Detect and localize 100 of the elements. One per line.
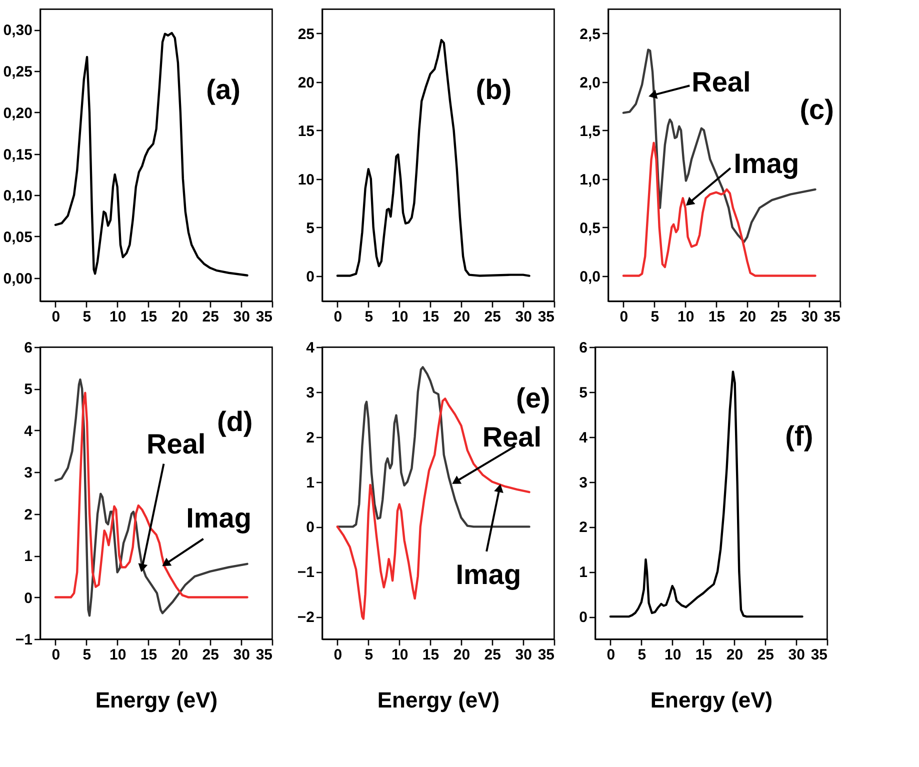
y-tick-label: 4 <box>24 422 34 440</box>
annotation: Real <box>482 422 542 453</box>
y-tick-label: 0,10 <box>3 188 32 205</box>
y-tick-label: 1,5 <box>580 122 600 140</box>
y-tick-label: 0,0 <box>580 268 600 286</box>
x-tick-label: 25 <box>202 646 219 664</box>
y-tick-label: 1 <box>579 564 588 582</box>
y-tick-label: 1 <box>306 474 314 492</box>
x-tick-label: 35 <box>256 308 272 326</box>
x-tick-label: 10 <box>109 308 126 326</box>
y-tick-label: 0,20 <box>3 104 32 122</box>
y-tick-label: 0 <box>24 590 32 607</box>
y-tick-label: 0,30 <box>3 22 32 40</box>
x-tick-label: 10 <box>391 646 408 664</box>
y-tick-label: 10 <box>298 171 314 188</box>
x-tick-label: 15 <box>140 646 158 664</box>
y-tick-label: 3 <box>579 474 588 492</box>
x-tick-label: 20 <box>739 308 756 326</box>
x-tick-label: 10 <box>664 646 682 664</box>
y-tick-label: 4 <box>306 340 316 356</box>
y-tick-label: 2 <box>24 506 32 524</box>
y-tick-label: 0 <box>579 609 588 626</box>
x-tick-label: 5 <box>82 308 92 326</box>
x-tick-label: 25 <box>484 308 501 326</box>
y-tick-label: 25 <box>298 26 314 43</box>
annotation: (c) <box>800 94 834 126</box>
y-tick-label: 5 <box>306 220 314 237</box>
y-tick-label: 0 <box>306 519 314 536</box>
y-tick-label: 2 <box>579 519 588 536</box>
x-tick-label: 30 <box>233 646 250 664</box>
y-tick-label: 0,05 <box>3 228 32 246</box>
x-tick-label: 35 <box>810 646 828 664</box>
x-tick-label: 20 <box>726 646 744 664</box>
y-tick-label: 5 <box>579 384 588 402</box>
x-tick-label: 30 <box>515 646 532 664</box>
y-tick-label: 6 <box>24 340 32 356</box>
annotation: Imag <box>734 148 800 180</box>
x-tick-label: 0 <box>620 308 628 326</box>
y-tick-label: 1 <box>24 548 32 566</box>
y-tick-label: 0,15 <box>3 146 32 164</box>
y-tick-label: 15 <box>298 122 314 140</box>
y-tick-label: 6 <box>579 340 588 356</box>
y-tick-label: 2 <box>306 429 314 446</box>
y-tick-label: 0,00 <box>3 270 32 288</box>
x-tick-label: 0 <box>334 308 342 326</box>
x-tick-label: 15 <box>695 646 712 664</box>
x-tick-label: 0 <box>606 646 616 664</box>
x-tick-label: 30 <box>788 646 805 664</box>
x-axis-title: Energy (eV) <box>95 688 218 712</box>
annotation: (e) <box>516 382 550 414</box>
y-tick-label: 0 <box>306 268 314 286</box>
y-tick-label: 3 <box>24 464 32 482</box>
x-tick-label: 20 <box>171 308 188 326</box>
y-tick-label: 1,0 <box>580 171 600 188</box>
y-tick-label: −1 <box>15 632 32 648</box>
x-axis-title: Energy (eV) <box>650 688 773 712</box>
y-tick-label: 20 <box>298 74 314 92</box>
y-tick-label: 0,5 <box>580 220 600 237</box>
x-tick-label: 25 <box>484 646 501 664</box>
x-tick-label: 10 <box>677 308 694 326</box>
x-axis-title: Energy (eV) <box>377 688 500 712</box>
annotation: (a) <box>206 74 240 105</box>
annotation: Real <box>692 66 751 98</box>
annotation: Imag <box>186 502 252 534</box>
x-tick-label: 20 <box>453 646 470 664</box>
x-tick-label: 0 <box>334 646 342 664</box>
x-tick-label: 20 <box>171 646 188 664</box>
x-tick-label: 25 <box>770 308 787 326</box>
x-tick-label: 30 <box>233 308 250 326</box>
x-tick-label: 5 <box>364 308 374 326</box>
x-tick-label: 25 <box>202 308 219 326</box>
x-tick-label: 15 <box>140 308 158 326</box>
x-tick-label: 30 <box>515 308 532 326</box>
line-series <box>622 142 816 277</box>
y-tick-label: 4 <box>579 429 588 446</box>
annotation: (d) <box>216 406 253 437</box>
x-tick-label: 15 <box>422 646 440 664</box>
line-series <box>336 38 530 277</box>
x-tick-label: 5 <box>364 646 374 664</box>
annotation: Real <box>146 428 206 460</box>
x-tick-label: 30 <box>801 308 818 326</box>
x-tick-label: 35 <box>538 308 554 326</box>
annotation: (f) <box>785 420 814 452</box>
annotation: Imag <box>456 559 522 590</box>
y-tick-label: 2,5 <box>580 26 600 43</box>
x-tick-label: 35 <box>824 308 840 326</box>
y-tick-label: 3 <box>306 384 314 402</box>
y-tick-label: 5 <box>24 381 32 398</box>
x-tick-label: 15 <box>708 308 726 326</box>
annotation: (b) <box>476 74 512 105</box>
x-tick-label: 35 <box>538 646 554 664</box>
y-tick-label: 2,0 <box>580 74 600 92</box>
x-tick-label: 5 <box>650 308 660 326</box>
x-tick-label: 0 <box>52 308 60 326</box>
y-tick-label: 0,25 <box>3 64 32 81</box>
x-tick-label: 10 <box>391 308 408 326</box>
x-tick-label: 10 <box>109 646 126 664</box>
x-tick-label: 0 <box>52 646 60 664</box>
x-tick-label: 5 <box>638 646 646 664</box>
line-series <box>54 32 248 276</box>
